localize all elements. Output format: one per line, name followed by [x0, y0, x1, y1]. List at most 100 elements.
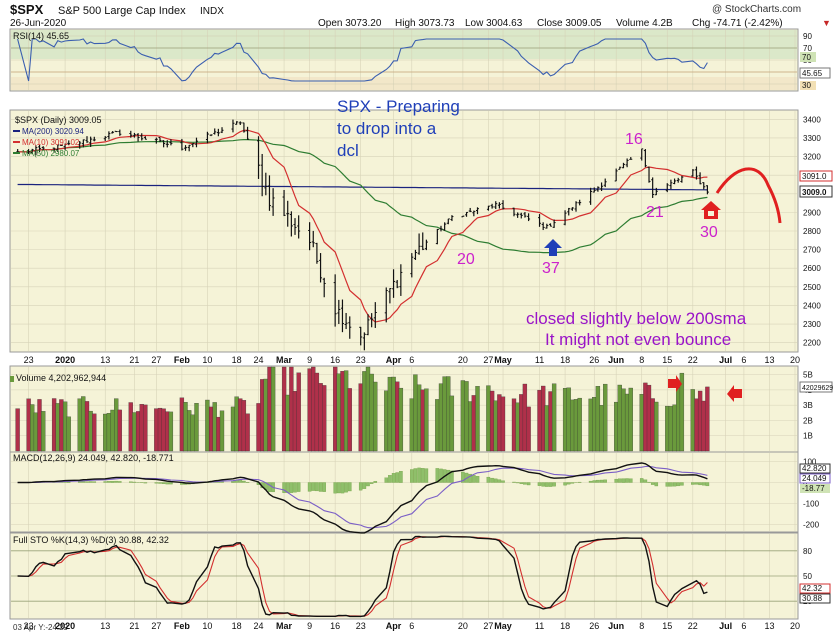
volume-bar	[281, 366, 287, 452]
macd-histogram-bar	[413, 468, 418, 483]
rsi-line	[17, 38, 708, 82]
price-axis-label: 2200	[803, 339, 821, 348]
volume-current-tag-box	[799, 381, 833, 393]
volume-bar	[168, 411, 174, 452]
volume-bar	[143, 404, 148, 452]
annotation-bottom-line1: closed slightly below 200sma	[526, 309, 747, 328]
volume-bar	[500, 396, 506, 452]
x-axis-label-bottom: 6	[409, 621, 414, 631]
rsi-axis-label: 90	[803, 32, 812, 41]
x-axis-label-bottom: 23	[356, 621, 366, 631]
ma50-line	[17, 139, 708, 254]
x-axis-label: Mar	[276, 355, 293, 365]
volume-bar	[511, 398, 517, 452]
volume-bar	[245, 413, 250, 452]
volume-bar	[292, 391, 298, 452]
volume-bar	[132, 412, 137, 452]
macd-histogram-bar	[545, 482, 549, 487]
volume-bar	[460, 380, 466, 452]
price-axis-label: 2700	[803, 246, 821, 255]
volume-bar	[205, 399, 210, 452]
macd-histogram-bar	[132, 481, 137, 483]
price-legend: $SPX (Daily) 3009.05 MA(200) 3020.94 MA(…	[13, 115, 102, 158]
volume-bar	[646, 384, 652, 452]
volume-bar	[697, 390, 703, 452]
macd-axis-label: -100	[803, 500, 820, 509]
macd-histogram-bar	[439, 468, 443, 483]
volume-bar	[260, 379, 265, 452]
volume-arrow-left-icon	[727, 385, 742, 402]
macd-histogram-bar	[293, 482, 297, 493]
macd-histogram-bar	[238, 480, 243, 483]
volume-bar	[493, 400, 498, 452]
volume-bar	[234, 396, 239, 452]
macd-histogram-bar	[366, 482, 370, 487]
macd-histogram-bar	[358, 482, 363, 491]
projection-arc	[715, 167, 782, 224]
macd-histogram-bar	[588, 480, 593, 483]
macd-histogram-bar	[81, 481, 86, 483]
volume-bar	[665, 405, 670, 452]
volume-bar	[219, 410, 225, 452]
rsi-tags: 70 45.65 30	[799, 52, 831, 90]
macd-histogram-bar	[348, 482, 352, 492]
volume-bar	[230, 406, 236, 452]
macd-histogram-bar	[369, 482, 374, 484]
macd-histogram-bar	[523, 482, 527, 485]
volume-bar	[81, 396, 86, 452]
macd-tag2: 24.049	[802, 474, 827, 483]
volume-bar	[701, 400, 706, 452]
x-axis-label-bottom: 2020	[55, 621, 75, 631]
volume-bar	[519, 394, 524, 452]
volume-bar	[37, 399, 42, 452]
macd-line	[17, 462, 708, 534]
macd-histogram-bar	[307, 482, 312, 492]
sto-footer: 03 Apr Y:-24.29	[13, 623, 69, 632]
macd-histogram-bar	[362, 482, 367, 489]
macd-histogram-bar	[399, 471, 403, 483]
volume-bar	[464, 381, 469, 452]
volume-bar	[194, 403, 199, 452]
macd-histogram-bar	[512, 481, 516, 483]
volume-bar	[573, 399, 579, 452]
volume-bar	[62, 401, 68, 452]
annotation-title-line3: dcl	[337, 141, 359, 160]
open-value: Open 3073.20	[318, 18, 382, 29]
volume-bar	[595, 386, 601, 452]
macd-axis-label: -200	[803, 521, 820, 530]
volume-axis-label: 5B	[803, 371, 813, 380]
volume-bar	[15, 408, 20, 452]
macd-tag1: 42.820	[802, 464, 827, 473]
rsi-overbought-zone	[11, 30, 797, 59]
volume-bar	[216, 416, 221, 452]
x-axis-label: 16	[330, 355, 340, 365]
macd-histogram-bar	[490, 477, 494, 483]
count-16: 16	[625, 131, 643, 148]
volume-bar	[358, 383, 363, 452]
macd-histogram-bar	[88, 481, 93, 483]
price-axis-label: 2500	[803, 283, 821, 292]
macd-label: MACD(12,26,9) 24.049, 42.820, -18.771	[13, 453, 174, 463]
volume-bar	[544, 405, 549, 452]
x-axis-label: 20	[458, 355, 468, 365]
volume-bar	[270, 366, 276, 452]
symbol: $SPX	[10, 2, 44, 17]
x-axis-label: Feb	[174, 355, 191, 365]
macd-histogram-bar	[654, 482, 659, 487]
rsi-current-tag: 45.65	[802, 69, 823, 78]
rsi-tag-30: 30	[802, 81, 811, 90]
macd-tag1-box	[799, 463, 831, 474]
volume-bar	[621, 388, 626, 452]
macd-histogram-bar	[680, 482, 684, 486]
volume-tags: 4202962944	[799, 381, 833, 393]
volume-bar	[103, 413, 108, 452]
volume-bar	[314, 372, 320, 452]
volume-bar	[362, 371, 367, 452]
macd-histogram-bar	[315, 482, 319, 492]
macd-histogram-bar	[395, 472, 399, 483]
up-arrow-icon	[544, 239, 562, 256]
macd-histogram-bar	[322, 482, 326, 492]
volume-bar	[311, 366, 316, 452]
count-30: 30	[700, 224, 718, 241]
sto-tag1: 42.32	[802, 584, 823, 593]
